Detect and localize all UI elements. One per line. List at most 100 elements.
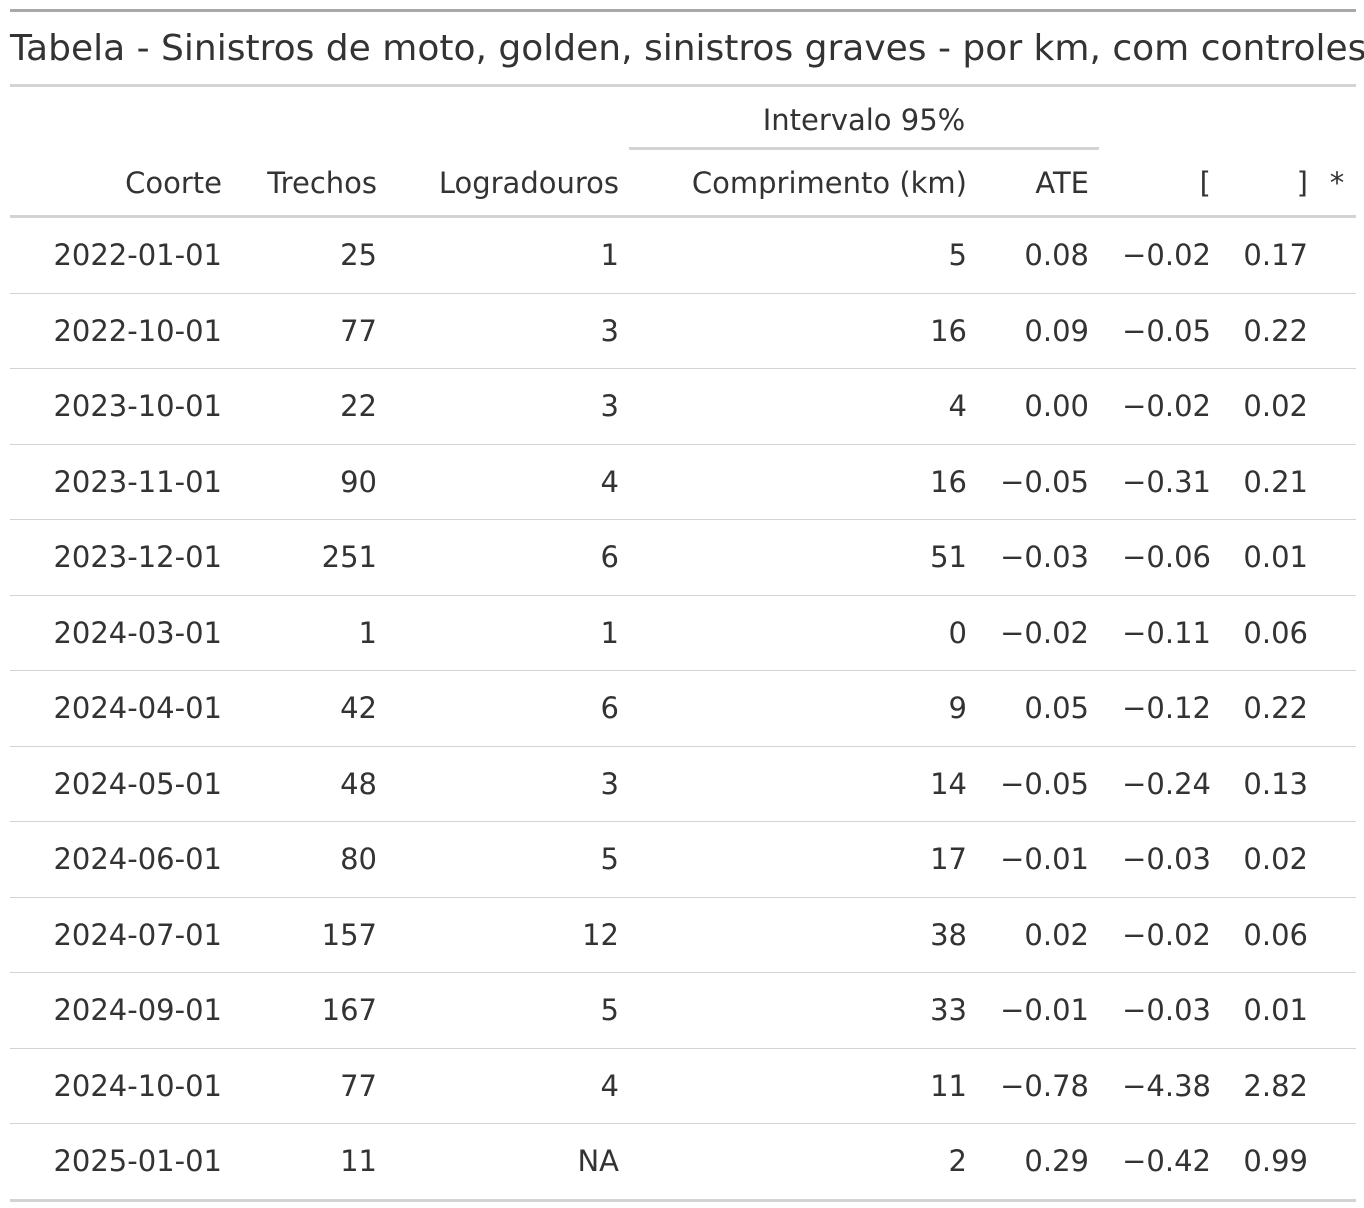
cell-ate: −0.05 [977,443,1099,520]
cell-ate: 0.09 [977,292,1099,369]
cell-lower: −0.02 [1099,896,1221,973]
cell-trechos: 42 [232,670,387,746]
cell-comprimento: 5 [948,238,967,273]
cell-coorte: 2023-10-01 [10,368,232,444]
cell-lower: −0.02 [1099,368,1221,444]
cell-comprimento: 33 [629,972,977,1048]
table-row: 2025-01-01 11 NA 2 0.29 −0.42 0.99 [10,1123,1357,1202]
cell-sig [1318,1123,1357,1202]
cell-coorte: 2024-04-01 [10,670,232,746]
cell-logradouros: 5 [387,972,629,1048]
cell-upper: 0.06 [1221,594,1318,671]
cell-upper: 0.22 [1221,670,1318,746]
cell-logradouros: 3 [387,745,629,822]
cell-lower: −0.42 [1099,1123,1221,1202]
cell-ate: −0.01 [977,972,1099,1048]
cell-upper: 2.82 [1221,1047,1318,1124]
cell-logradouros: 3 [387,292,629,369]
cell-logradouros: 5 [387,821,629,897]
cell-comprimento: 11 [629,1047,977,1124]
cell-upper: 0.99 [1221,1123,1318,1202]
cell-ate: −0.03 [977,519,1099,595]
cell-comprimento: 2 [629,1123,977,1202]
cell-sig [1318,594,1357,671]
cell-upper: 0.22 [1221,292,1318,369]
cell-upper: 0.06 [1221,896,1318,973]
cell-comprimento: 51 [629,519,977,595]
cell-logradouros: 1 [387,594,629,671]
cell-upper: 0.02 [1221,368,1318,444]
cell-logradouros: 3 [387,368,629,444]
header-upper-bound: ] [1221,150,1318,218]
cell-comprimento: 9 [629,670,977,746]
cell-lower: −0.12 [1099,670,1221,746]
cell-upper: 0.01 [1221,519,1318,595]
cell-lower: −0.02 [1122,238,1211,273]
cell-sig [1318,972,1357,1048]
cell-trechos: 157 [232,896,387,973]
cell-coorte: 2022-01-01 [53,238,222,273]
cell-upper: 0.17 [1243,238,1308,273]
cell-logradouros: 4 [387,1047,629,1124]
cell-ate: 0.05 [977,670,1099,746]
cell-comprimento: 17 [629,821,977,897]
cell-lower: −0.31 [1099,443,1221,520]
cell-logradouros: 12 [387,896,629,973]
cell-lower: −0.03 [1099,821,1221,897]
header-comprimento: Comprimento (km) [629,150,977,218]
cell-upper: 0.02 [1221,821,1318,897]
cell-sig [1318,368,1357,444]
table-row: 2022-01-01 25 1 5 0.08 −0.02 0.17 [10,217,1356,294]
table-row: 2024-03-01 1 1 0 −0.02 −0.11 0.06 [10,594,1357,671]
cell-logradouros: 6 [387,519,629,595]
cell-comprimento: 14 [629,745,977,822]
cell-logradouros: 6 [387,670,629,746]
header-lower-bound: [ [1099,150,1221,218]
table-row: 2022-10-01 77 3 16 0.09 −0.05 0.22 [10,292,1357,369]
cell-trechos: 11 [232,1123,387,1202]
spanner-confidence-interval: Intervalo 95% [629,86,1099,150]
results-table: Tabela - Sinistros de moto, golden, sini… [10,9,1364,1202]
cell-logradouros: NA [387,1123,629,1202]
header-ate: ATE [977,150,1099,218]
table-row: 2024-09-01 167 5 33 −0.01 −0.03 0.01 [10,972,1357,1048]
column-header-row: Coorte Trechos Logradouros Comprimento (… [10,150,1357,218]
cell-coorte: 2024-10-01 [10,1047,232,1124]
cell-sig [1318,821,1357,897]
cell-ate: 0.29 [977,1123,1099,1202]
cell-sig [1318,1047,1357,1124]
table-row: 2024-05-01 48 3 14 −0.05 −0.24 0.13 [10,745,1357,822]
cell-lower: −0.05 [1099,292,1221,369]
cell-ate: −0.02 [977,594,1099,671]
cell-sig [1318,519,1357,595]
cell-trechos: 80 [232,821,387,897]
cell-trechos: 77 [232,292,387,369]
cell-trechos: 1 [232,594,387,671]
header-logradouros: Logradouros [387,150,629,218]
cell-coorte: 2023-12-01 [10,519,232,595]
cell-ate: 0.00 [977,368,1099,444]
table-row: 2024-07-01 157 12 38 0.02 −0.02 0.06 [10,896,1357,973]
cell-lower: −0.11 [1099,594,1221,671]
cell-trechos: 77 [232,1047,387,1124]
table-row: 2023-12-01 251 6 51 −0.03 −0.06 0.01 [10,519,1357,595]
cell-coorte: 2024-03-01 [10,594,232,671]
table-row: 2023-11-01 90 4 16 −0.05 −0.31 0.21 [10,443,1357,520]
cell-coorte: 2023-11-01 [10,443,232,520]
cell-trechos: 251 [232,519,387,595]
spanner-label: Intervalo 95% [629,103,1099,150]
cell-ate: −0.78 [977,1047,1099,1124]
cell-lower: −0.24 [1099,745,1221,822]
cell-coorte: 2024-07-01 [10,896,232,973]
table-container: Tabela - Sinistros de moto, golden, sini… [10,9,1364,1202]
cell-coorte: 2024-09-01 [10,972,232,1048]
cell-trechos: 90 [232,443,387,520]
cell-sig [1318,670,1357,746]
cell-comprimento: 38 [629,896,977,973]
table-row: 2024-04-01 42 6 9 0.05 −0.12 0.22 [10,670,1357,746]
cell-trechos: 25 [340,238,377,273]
table-title: Tabela - Sinistros de moto, golden, sini… [10,9,1364,87]
header-significance: * [1318,150,1357,218]
cell-upper: 0.01 [1221,972,1318,1048]
cell-sig [1318,217,1356,294]
